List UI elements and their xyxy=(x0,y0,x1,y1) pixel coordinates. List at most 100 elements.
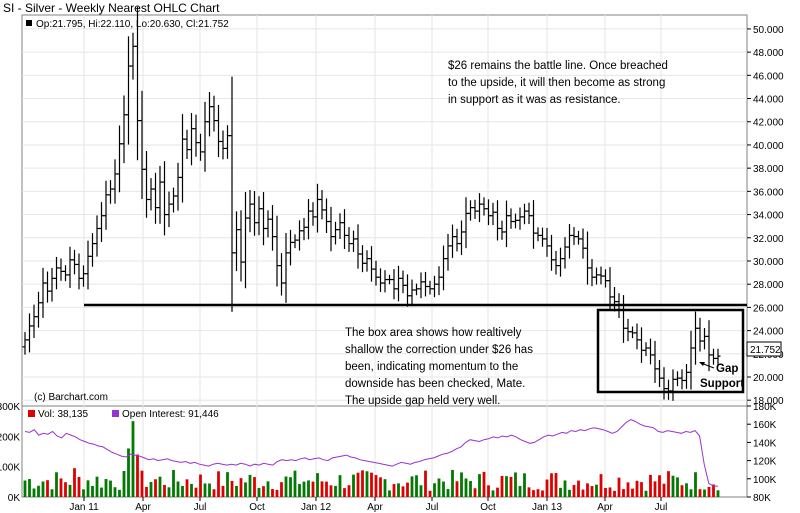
volume-bars xyxy=(23,421,720,497)
volume-bar xyxy=(284,476,288,497)
ohlc-bar xyxy=(441,245,446,291)
volume-bar xyxy=(194,487,198,497)
volume-bar xyxy=(451,469,454,497)
y-tick-label: 50.000 xyxy=(753,25,784,36)
volume-bar xyxy=(172,470,175,497)
ohlc-bar xyxy=(121,95,127,164)
volume-bar xyxy=(109,480,112,497)
ohlc-bar xyxy=(103,180,109,230)
vol-legend-label: Vol: 38,135 xyxy=(38,409,88,420)
y-tick-label: 20.000 xyxy=(753,373,784,384)
volume-bar xyxy=(460,472,463,497)
ohlc-bar xyxy=(540,227,545,247)
time-axis-ticks: Jan 11 Apr Jul Oct Jan 12 Apr Jul Oct Jan 13 Apr J… xyxy=(69,497,667,513)
ohlc-bar xyxy=(310,202,316,226)
volume-bar xyxy=(302,481,306,497)
ohlc-bar xyxy=(81,265,86,287)
ohlc-bar xyxy=(247,190,253,233)
top-note-line-2: to the upside, it will then become as st… xyxy=(448,77,665,89)
volume-bar xyxy=(496,487,499,497)
ohlc-bar xyxy=(148,178,154,211)
oi-tick-label: 140K xyxy=(753,438,777,449)
oi-tick-label: 80K xyxy=(753,493,771,504)
volume-bar xyxy=(415,475,418,497)
ohlc-bar xyxy=(522,203,527,225)
ohlc-bar xyxy=(706,320,712,372)
ohlc-bar xyxy=(346,227,352,252)
volume-bar xyxy=(100,487,103,497)
ohlc-bar xyxy=(297,220,302,251)
volume-bar xyxy=(149,482,153,497)
volume-bar xyxy=(167,487,171,497)
volume-bar xyxy=(581,489,585,497)
volume-bar xyxy=(473,488,477,497)
ohlc-bar xyxy=(639,327,644,363)
volume-bar xyxy=(136,454,139,497)
ohlc-bar xyxy=(562,237,568,269)
volume-bar xyxy=(392,484,396,497)
y-tick-label: 32.000 xyxy=(753,234,784,245)
volume-bar xyxy=(104,479,108,497)
ohlc-bar xyxy=(243,191,248,289)
ohlc-bar xyxy=(211,95,217,132)
gap-label: Gap xyxy=(716,363,738,375)
ohlc-bars xyxy=(22,6,721,401)
volume-bar xyxy=(352,474,355,497)
ohlc-bar xyxy=(382,270,388,293)
ohlc-bar xyxy=(436,266,442,296)
volume-bar xyxy=(370,472,373,497)
oi-tick-label: 100K xyxy=(753,475,777,486)
volume-axis-ticks: 0K 100K 200K 300K 80K 100K 120K 140K 160K 180K xyxy=(0,402,777,504)
y-tick-label: 36.000 xyxy=(753,187,784,198)
ohlc-bar xyxy=(166,191,172,228)
ohlc-bar xyxy=(144,151,149,218)
ohlc-bar xyxy=(598,266,604,285)
box-note-line-1: The box area shows how realtively xyxy=(345,327,522,339)
ohlc-bar xyxy=(544,227,550,257)
ohlc-bar xyxy=(675,371,680,387)
volume-bar xyxy=(41,481,45,497)
ohlc-bar xyxy=(324,198,329,234)
ohlc-bar xyxy=(621,295,626,343)
volume-bar xyxy=(635,480,639,497)
x-tick-label: Apr xyxy=(597,502,613,513)
volume-bar xyxy=(127,448,130,497)
ohlc-bar xyxy=(184,129,190,159)
volume-bar xyxy=(203,483,207,497)
x-tick-label: Apr xyxy=(135,502,151,513)
volume-bar xyxy=(550,473,553,497)
ohlc-bar xyxy=(112,159,118,204)
volume-bar xyxy=(631,488,634,497)
y-tick-label: 30.000 xyxy=(753,257,784,268)
volume-bar xyxy=(703,489,706,497)
volume-bar xyxy=(280,482,283,497)
ohlc-bar xyxy=(486,199,491,226)
volume-bar xyxy=(154,479,157,497)
volume-bar xyxy=(680,485,684,497)
volume-bar xyxy=(505,476,508,497)
last-price-label: 21.752 xyxy=(750,345,781,356)
ohlc-bar xyxy=(328,206,334,252)
ohlc-bar xyxy=(283,233,289,303)
volume-bar xyxy=(433,483,436,497)
ohlc-bar xyxy=(58,258,64,281)
ohlc-bar xyxy=(549,234,554,271)
vol-legend-swatch xyxy=(28,410,35,417)
ohlc-bar xyxy=(472,199,478,219)
volume-bar xyxy=(32,488,36,497)
ohlc-bar xyxy=(445,233,451,271)
volume-bar xyxy=(347,485,351,497)
volume-bar xyxy=(365,471,369,497)
volume-bar xyxy=(73,468,76,497)
volume-bar xyxy=(509,476,513,497)
volume-bar xyxy=(437,478,441,497)
volume-bar xyxy=(298,484,301,497)
volume-bar xyxy=(401,486,405,497)
ohlc-bar xyxy=(481,197,487,216)
ohlc-bar xyxy=(238,210,244,282)
volume-bar xyxy=(145,486,148,497)
oi-tick-label: 180K xyxy=(753,402,777,413)
volume-bar xyxy=(577,480,580,497)
volume-bar xyxy=(158,476,162,497)
ohlc-bar xyxy=(85,240,91,290)
